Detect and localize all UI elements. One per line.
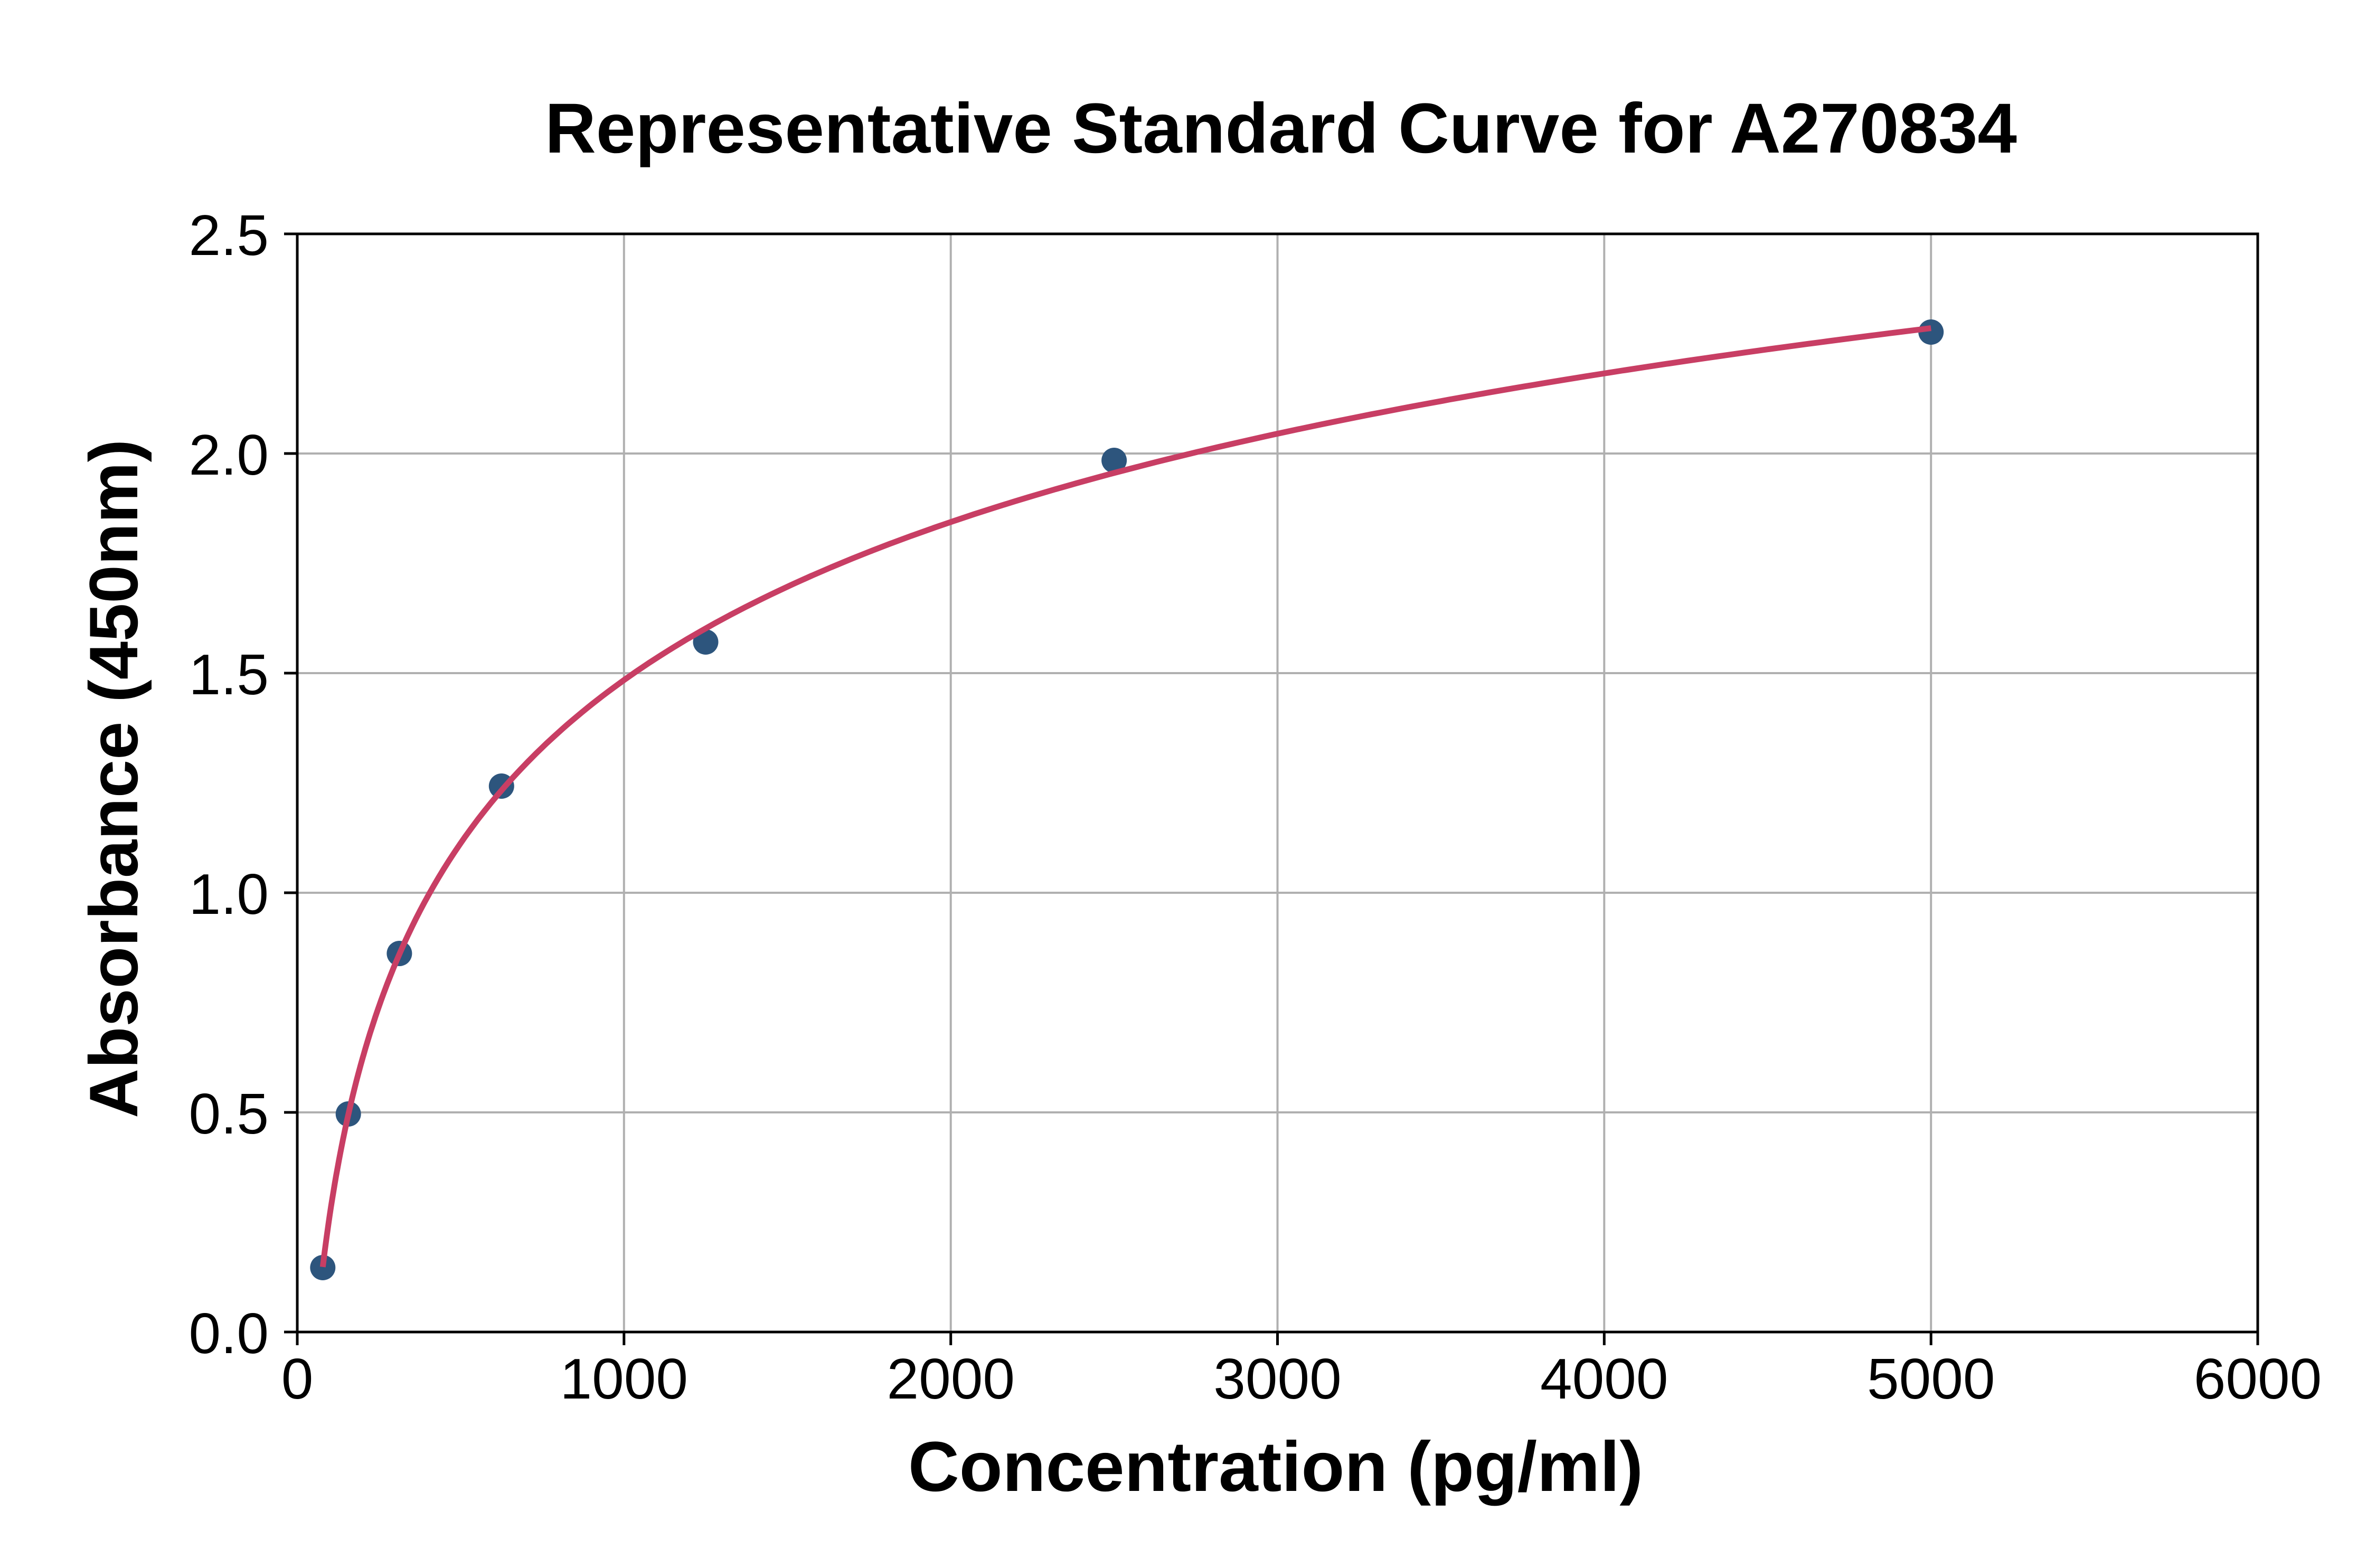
svg-text:4000: 4000 xyxy=(1540,1347,1668,1411)
svg-text:3000: 3000 xyxy=(1213,1347,1341,1411)
svg-text:2.0: 2.0 xyxy=(188,423,269,487)
svg-text:6000: 6000 xyxy=(2194,1347,2322,1411)
svg-text:0.0: 0.0 xyxy=(188,1301,269,1366)
svg-text:1.0: 1.0 xyxy=(188,862,269,927)
svg-text:Concentration (pg/ml): Concentration (pg/ml) xyxy=(908,1428,1643,1506)
svg-text:2.5: 2.5 xyxy=(188,203,269,268)
svg-text:0.5: 0.5 xyxy=(188,1082,269,1146)
svg-text:5000: 5000 xyxy=(1867,1347,1995,1411)
svg-text:Representative Standard Curve: Representative Standard Curve for A27083… xyxy=(545,89,2017,168)
svg-text:1.5: 1.5 xyxy=(188,643,269,707)
svg-text:2000: 2000 xyxy=(887,1347,1014,1411)
svg-text:1000: 1000 xyxy=(560,1347,688,1411)
svg-text:0: 0 xyxy=(281,1347,314,1411)
svg-text:Absorbance (450nm): Absorbance (450nm) xyxy=(75,439,152,1118)
